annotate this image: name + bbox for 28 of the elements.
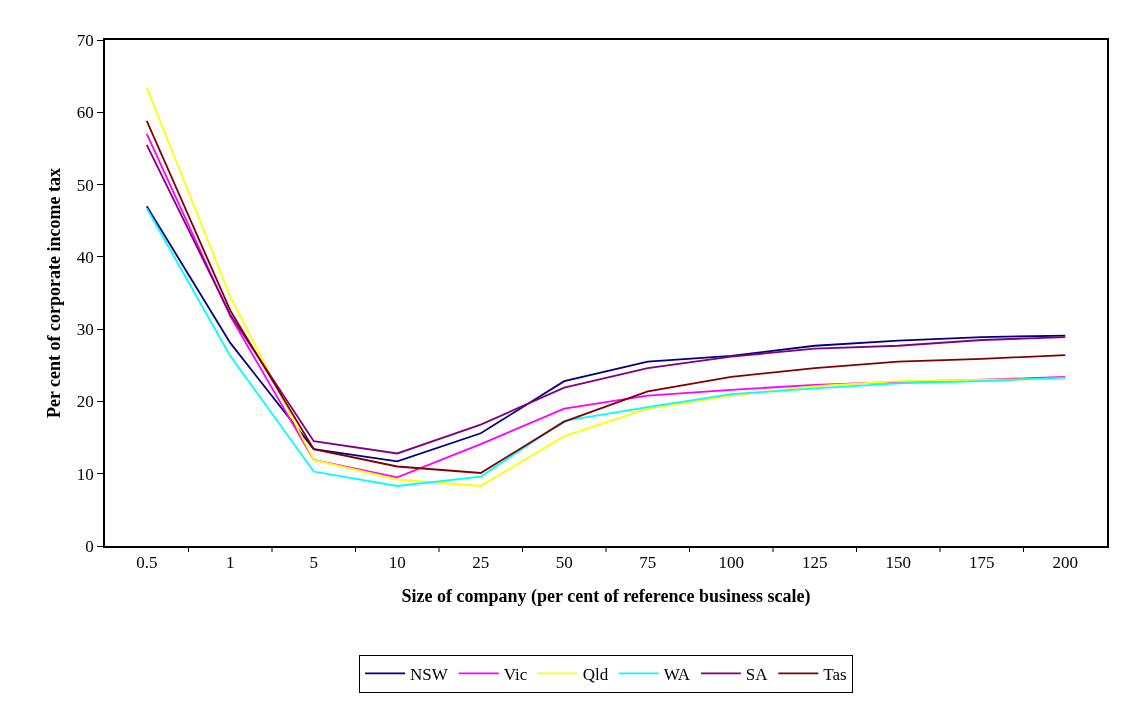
legend-label: SA [745,664,769,684]
x-tick-label: 75 [639,553,657,573]
x-tick-label: 200 [1052,553,1078,573]
legend-label: WA [663,664,691,684]
y-tick-label: 40 [76,247,94,267]
x-tick-label: 50 [555,553,573,573]
y-tick-label: 50 [76,175,94,195]
legend-label: Vic [503,664,528,684]
x-tick-label: 125 [802,553,828,573]
y-tick-label: 60 [76,103,94,123]
x-tick-label: 150 [885,553,911,573]
x-tick-label: 10 [388,553,406,573]
x-tick-label: 175 [969,553,995,573]
x-tick-label: 100 [718,553,744,573]
y-axis-title: Per cent of corporate income tax [43,167,64,419]
x-tick-label: 0.5 [136,553,158,573]
x-tick-label: 5 [309,553,318,573]
x-axis-title: Size of company (per cent of reference business scale) [401,585,811,607]
y-tick-label: 0 [85,536,94,556]
y-tick-label: 10 [76,464,94,484]
legend-label: NSW [410,664,449,684]
x-tick-label: 25 [472,553,490,573]
y-tick-label: 20 [76,392,94,412]
y-tick-label: 30 [76,320,94,340]
y-tick-label: 70 [76,30,94,50]
legend-label: Tas [823,664,847,684]
x-tick-label: 1 [226,553,235,573]
legend-label: Qld [582,664,609,684]
